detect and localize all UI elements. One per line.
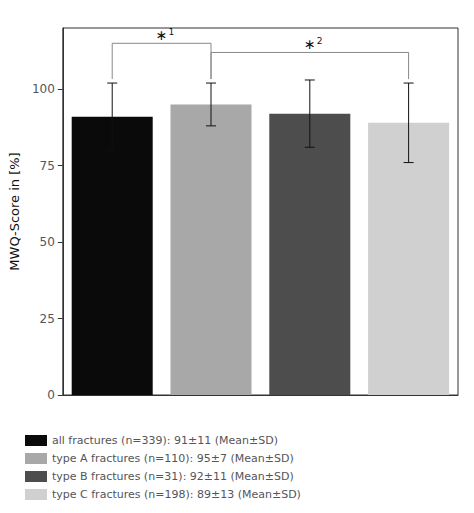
- svg-text:100: 100: [32, 82, 55, 96]
- svg-text:type B fractures (n=31): 92±11: type B fractures (n=31): 92±11 (Mean±SD): [52, 470, 294, 483]
- svg-text:50: 50: [40, 235, 55, 249]
- svg-text:25: 25: [40, 312, 55, 326]
- svg-text:1: 1: [169, 27, 175, 37]
- svg-text:∗: ∗: [304, 36, 316, 52]
- svg-text:75: 75: [40, 159, 55, 173]
- svg-text:0: 0: [47, 388, 55, 402]
- svg-text:2: 2: [317, 36, 323, 46]
- svg-text:∗: ∗: [156, 27, 168, 43]
- svg-text:type A fractures (n=110): 95±7: type A fractures (n=110): 95±7 (Mean±SD): [52, 452, 294, 465]
- svg-text:MWQ-Score in [%]: MWQ-Score in [%]: [7, 152, 22, 270]
- svg-text:type C fractures (n=198): 89±1: type C fractures (n=198): 89±13 (Mean±SD…: [52, 488, 301, 501]
- svg-text:all fractures (n=339): 91±11 (: all fractures (n=339): 91±11 (Mean±SD): [52, 434, 278, 447]
